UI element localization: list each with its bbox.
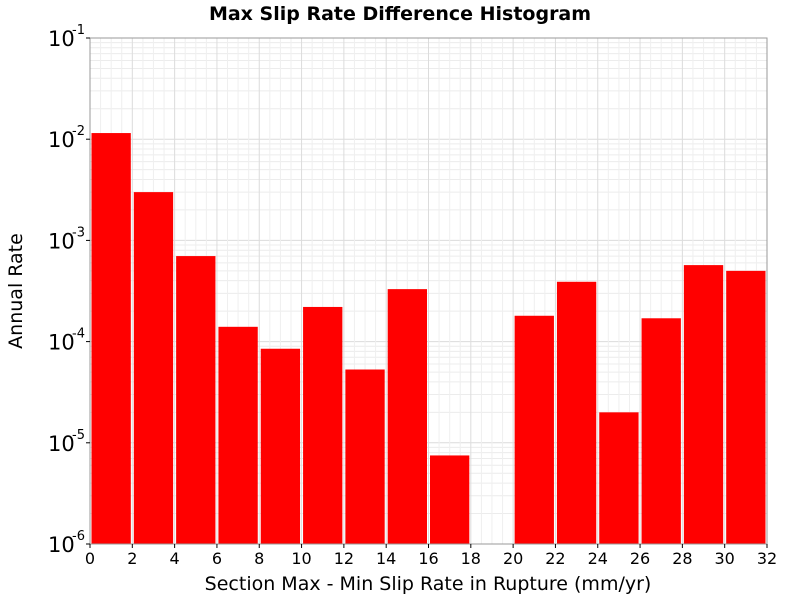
x-tick-label: 12 — [334, 549, 354, 568]
chart-title: Max Slip Rate Difference Histogram — [209, 3, 591, 25]
x-tick-label: 6 — [212, 549, 222, 568]
y-axis-label: Annual Rate — [5, 233, 27, 349]
histogram-bar — [133, 192, 174, 544]
y-tick-label: 10-6 — [48, 529, 85, 557]
y-tick-base: 10 — [48, 229, 75, 253]
y-tick-base: 10 — [48, 432, 75, 456]
histogram-bar — [641, 318, 681, 544]
y-tick-exponent: -6 — [72, 529, 85, 544]
histogram-bar — [345, 369, 385, 544]
bars — [91, 133, 766, 544]
x-tick-label: 18 — [461, 549, 481, 568]
x-tick-label: 0 — [85, 549, 95, 568]
x-axis-label: Section Max - Min Slip Rate in Rupture (… — [205, 573, 652, 595]
histogram-bar — [683, 265, 724, 544]
y-tick-exponent: -5 — [72, 428, 85, 443]
y-tick-base: 10 — [48, 533, 75, 557]
y-tick-exponent: -3 — [72, 225, 85, 240]
histogram-bar — [260, 348, 301, 544]
histogram-bar — [218, 326, 258, 544]
y-tick-label: 10-5 — [48, 428, 85, 456]
y-ticks: 10-110-210-310-410-510-6 — [48, 23, 90, 557]
histogram-bar — [726, 270, 766, 544]
x-tick-label: 20 — [503, 549, 523, 568]
x-tick-label: 24 — [588, 549, 608, 568]
y-tick-exponent: -1 — [72, 23, 85, 38]
x-tick-label: 14 — [376, 549, 396, 568]
x-tick-label: 32 — [757, 549, 777, 568]
x-tick-label: 4 — [170, 549, 180, 568]
histogram-bar — [599, 412, 639, 544]
x-tick-label: 22 — [545, 549, 565, 568]
y-tick-exponent: -2 — [72, 124, 85, 139]
y-tick-exponent: -4 — [72, 327, 85, 342]
x-tick-label: 30 — [715, 549, 735, 568]
y-tick-base: 10 — [48, 331, 75, 355]
y-tick-label: 10-3 — [48, 225, 85, 253]
y-tick-label: 10-2 — [48, 124, 85, 152]
x-ticks: 0 2 4 6 8 10 12 14 16 18 20 22 24 26 28 30 32 — [85, 544, 777, 568]
y-tick-base: 10 — [48, 128, 75, 152]
histogram-bar — [387, 289, 427, 544]
histogram-bar — [176, 256, 216, 544]
histogram-bar — [91, 133, 131, 544]
histogram-bar — [430, 455, 470, 544]
x-tick-label: 8 — [254, 549, 264, 568]
y-tick-label: 10-4 — [48, 327, 85, 355]
histogram-bar — [556, 281, 597, 544]
x-tick-label: 10 — [291, 549, 311, 568]
x-tick-label: 26 — [630, 549, 650, 568]
y-tick-label: 10-1 — [48, 23, 85, 51]
x-tick-label: 28 — [672, 549, 692, 568]
y-tick-base: 10 — [48, 27, 75, 51]
x-tick-label: 2 — [127, 549, 137, 568]
histogram-bar — [514, 315, 554, 544]
histogram-bar — [303, 306, 343, 544]
x-tick-label: 16 — [418, 549, 438, 568]
